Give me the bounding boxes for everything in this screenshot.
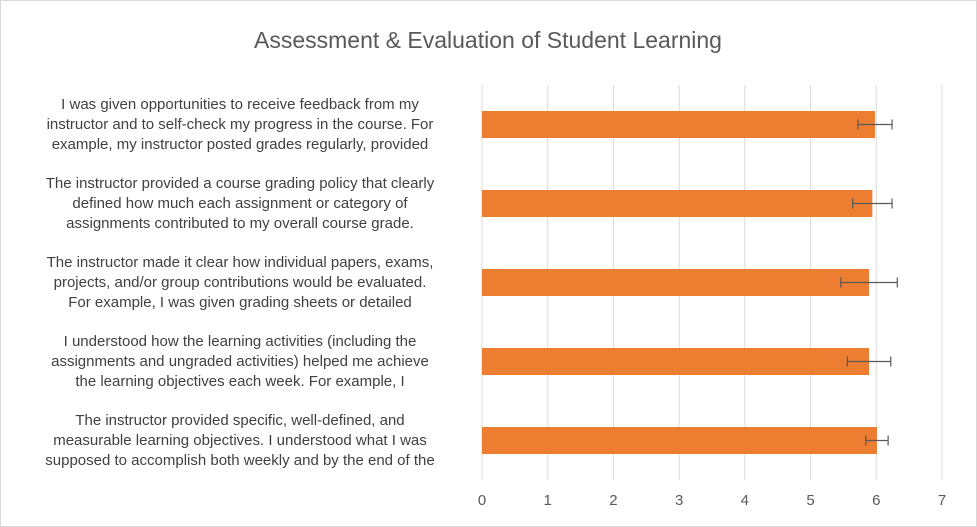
bar	[482, 348, 870, 375]
error-bar	[857, 119, 893, 130]
x-tick-label: 0	[478, 492, 486, 509]
y-tick-label: I understood how the learning activities…	[51, 332, 429, 390]
y-tick-label-box: I understood how the learning activities…	[51, 332, 429, 390]
x-tick-label: 1	[544, 492, 552, 509]
x-tick-label: 6	[872, 492, 880, 509]
y-tick-label-box: The instructor made it clear how individ…	[46, 253, 434, 311]
chart-title: Assessment & Evaluation of Student Learn…	[254, 27, 722, 53]
x-tick-label: 4	[741, 492, 749, 509]
y-tick-label-box: I was given opportunities to receive fee…	[46, 95, 434, 153]
x-tick-label: 2	[609, 492, 617, 509]
error-bar	[865, 435, 889, 446]
y-tick-label: The instructor provided a course grading…	[45, 174, 435, 232]
y-tick-label: The instructor made it clear how individ…	[46, 253, 434, 311]
bar	[482, 427, 877, 454]
bar	[482, 190, 873, 217]
y-tick-label-box: The instructor provided a course grading…	[45, 174, 435, 232]
x-tick-label: 7	[938, 492, 946, 509]
y-tick-label: I was given opportunities to receive fee…	[46, 95, 434, 153]
bar	[482, 269, 870, 296]
error-bar	[852, 198, 893, 209]
x-tick-label: 5	[806, 492, 814, 509]
bar	[482, 111, 875, 138]
y-tick-label: The instructor provided specific, well-d…	[45, 411, 435, 469]
error-bar	[840, 277, 898, 288]
x-tick-label: 3	[675, 492, 683, 509]
y-tick-label-box: The instructor provided specific, well-d…	[45, 411, 435, 469]
error-bar	[846, 356, 892, 367]
